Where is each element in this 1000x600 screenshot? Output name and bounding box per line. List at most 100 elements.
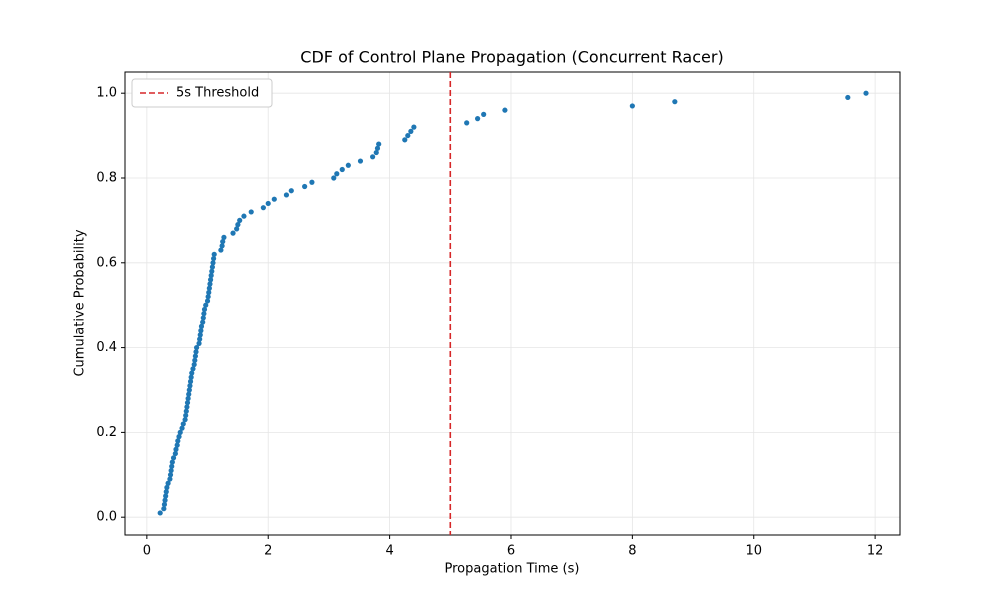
data-point xyxy=(309,179,315,185)
data-point xyxy=(205,294,211,300)
plot-frame xyxy=(124,71,901,536)
chart-title: CDF of Control Plane Propagation (Concur… xyxy=(300,48,723,67)
data-point xyxy=(481,111,487,117)
data-point xyxy=(172,450,178,457)
y-tick-label: 1.0 xyxy=(96,86,117,101)
data-point xyxy=(210,260,216,266)
data-point xyxy=(672,99,678,105)
data-point xyxy=(163,489,169,495)
data-point xyxy=(164,484,170,491)
x-tick-label: 8 xyxy=(628,544,636,559)
data-point xyxy=(218,247,224,253)
y-tick-label: 0.0 xyxy=(96,510,117,525)
data-point xyxy=(173,446,179,452)
data-point xyxy=(207,277,214,283)
data-point xyxy=(184,404,190,410)
data-point xyxy=(629,103,635,109)
data-point xyxy=(283,192,290,198)
data-point xyxy=(197,332,203,338)
data-point xyxy=(203,302,209,308)
data-point xyxy=(189,370,195,376)
data-point xyxy=(220,238,226,245)
data-point xyxy=(192,357,198,363)
x-tick-label: 12 xyxy=(867,544,884,559)
data-point xyxy=(186,391,192,397)
data-point xyxy=(234,226,240,232)
data-point xyxy=(187,383,193,389)
y-tick-label: 0.8 xyxy=(96,170,117,185)
data-point xyxy=(167,472,174,478)
data-point xyxy=(845,94,851,101)
data-point xyxy=(339,166,345,173)
x-tick-label: 4 xyxy=(385,544,393,559)
data-point xyxy=(161,501,168,508)
data-point xyxy=(182,417,188,423)
data-point xyxy=(179,425,185,431)
data-point xyxy=(207,281,213,287)
data-point xyxy=(219,243,225,249)
data-point xyxy=(169,459,175,465)
data-point xyxy=(177,429,183,435)
data-point xyxy=(185,395,191,402)
data-point xyxy=(201,311,207,317)
data-point xyxy=(475,116,481,122)
data-point xyxy=(502,107,508,113)
data-point xyxy=(206,289,212,296)
data-point xyxy=(230,230,236,236)
data-point xyxy=(186,387,192,393)
data-point xyxy=(183,408,189,414)
data-point xyxy=(176,434,182,440)
data-point xyxy=(374,145,381,151)
data-point xyxy=(200,315,206,321)
data-point xyxy=(161,506,167,512)
data-point xyxy=(169,463,175,469)
data-point xyxy=(221,234,227,240)
data-point xyxy=(209,268,215,274)
data-point xyxy=(170,455,177,461)
data-point xyxy=(196,340,202,346)
data-point xyxy=(408,128,414,134)
data-point xyxy=(165,480,171,486)
x-tick-label: 0 xyxy=(143,544,151,559)
legend-label: 5s Threshold xyxy=(176,86,259,101)
data-point xyxy=(288,188,294,194)
x-axis-label: Propagation Time (s) xyxy=(445,562,580,577)
legend-box xyxy=(131,78,273,108)
data-point xyxy=(184,400,191,406)
data-point xyxy=(200,319,206,325)
data-point xyxy=(211,255,217,262)
data-point xyxy=(373,149,379,156)
data-point xyxy=(197,336,203,342)
data-point xyxy=(345,162,351,168)
data-point xyxy=(265,200,271,207)
data-point xyxy=(863,90,869,96)
data-point xyxy=(464,120,470,126)
data-point xyxy=(376,141,382,147)
data-point xyxy=(187,378,194,385)
data-point xyxy=(357,158,364,164)
y-tick-label: 0.2 xyxy=(96,425,117,440)
data-point xyxy=(162,497,168,503)
data-point xyxy=(411,124,417,130)
data-point xyxy=(248,209,254,215)
data-point xyxy=(201,306,208,313)
y-tick-label: 0.4 xyxy=(96,340,117,355)
data-point xyxy=(168,467,174,474)
data-point xyxy=(157,510,163,516)
data-point xyxy=(271,196,277,202)
data-point xyxy=(193,349,199,355)
data-point xyxy=(235,222,241,228)
data-point xyxy=(402,137,408,143)
data-point xyxy=(334,171,340,177)
data-point xyxy=(209,264,215,270)
data-point xyxy=(183,412,189,419)
data-point xyxy=(191,361,197,368)
data-point xyxy=(204,298,211,304)
data-point xyxy=(302,183,308,190)
data-point xyxy=(188,374,194,380)
data-point xyxy=(163,493,169,499)
data-point xyxy=(167,476,173,482)
y-axis-label: Cumulative Probability xyxy=(73,229,88,376)
data-point xyxy=(174,442,180,448)
